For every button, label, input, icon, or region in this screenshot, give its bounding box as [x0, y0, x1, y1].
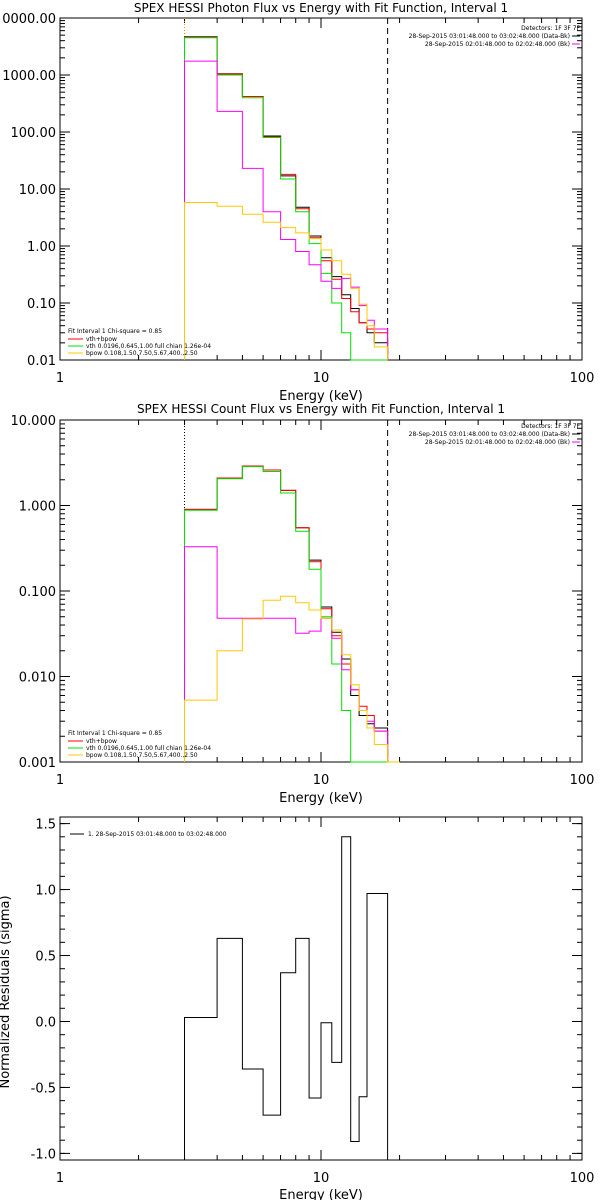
panel1-legend-bpow: bpow 0.108,1.50,7.50,5.67,400.,2.50	[86, 350, 198, 357]
panel2-legend-bk-interval: 28-Sep-2015 02:01:48.000 to 02:02:48.000…	[425, 439, 570, 446]
panel2-legend-fit-interval: Fit Interval 1 Chi-square = 0.85	[68, 730, 162, 737]
panel2-legend-bpow: bpow 0.108,1.50,7.50,5.67,400.,2.50	[86, 752, 198, 759]
series-bpow-line	[184, 202, 389, 360]
x-tick-label: 10	[313, 773, 330, 788]
panel1-legend-bk-interval: 28-Sep-2015 02:01:48.000 to 02:02:48.000…	[425, 41, 570, 48]
panel2-legend-total: vth+bpow	[86, 738, 117, 745]
panel1-legend-detectors: Detectors: 1F 3F 7F	[521, 25, 580, 32]
x-tick-label: 100	[570, 773, 595, 788]
panel3-legend-interval: 1. 28-Sep-2015 03:01:48.000 to 03:02:48.…	[88, 831, 227, 838]
y-tick-label: 1000.00	[2, 69, 56, 84]
y-tick-label: 0.5	[35, 950, 56, 965]
y-tick-label: 10.00	[19, 183, 56, 198]
y-tick-label: 0.010	[19, 671, 56, 686]
panel2-series	[184, 465, 400, 763]
x-tick-label: 100	[570, 371, 595, 386]
series-vth-line	[184, 466, 400, 763]
y-tick-label: 10.000	[11, 414, 57, 429]
panel2-legend-data-interval: 28-Sep-2015 03:01:48.000 to 03:02:48.000…	[409, 431, 570, 438]
series-background-line	[184, 60, 389, 360]
x-tick-label: 1	[56, 773, 64, 788]
y-tick-label: 1.0	[35, 884, 56, 899]
panel2-legend-vth: vth 0.0196,0.645,1.00 full chian 1.26e-0…	[86, 745, 211, 752]
x-tick-label: 10	[313, 1171, 330, 1186]
x-tick-label: 1	[56, 371, 64, 386]
panel1-legend-total: vth+bpow	[86, 336, 117, 343]
y-tick-label: 1.00	[27, 240, 56, 255]
panel1-legend-vth: vth 0.0196,0.645,1.00 full chian 1.26e-0…	[86, 343, 211, 350]
series-model_total-line	[184, 36, 389, 360]
y-tick-label: 0.100	[19, 585, 56, 600]
panel1-axes: 1 10 100 0.01 0.10 1.00 10.00 100.00 1000.00 0000…	[2, 12, 594, 386]
panel2-legend-bottom-left: Fit Interval 1 Chi-square = 0.85 vth+bpo…	[68, 730, 211, 759]
y-tick-label: 0.0	[35, 1015, 56, 1030]
x-tick-label: 10	[313, 371, 330, 386]
panel1-legend-top-right: Detectors: 1F 3F 7F 28-Sep-2015 03:01:48…	[409, 25, 581, 48]
y-tick-label: 1.000	[19, 500, 56, 515]
y-tick-label: 0.001	[19, 756, 56, 771]
panel2-legend-top-right: Detectors: 1F 3F 7F 28-Sep-2015 03:01:48…	[409, 423, 581, 446]
y-tick-label: 0000.00	[2, 12, 56, 27]
panel2-axes: 1 10 100 0.001 0.010 0.100 1.000 10.000	[11, 414, 595, 788]
y-tick-label: 1.5	[35, 818, 56, 833]
y-tick-label: 0.01	[27, 354, 56, 369]
panel3-series	[184, 836, 389, 1160]
x-tick-label: 100	[570, 1171, 595, 1186]
panel1-legend-bottom-left: Fit Interval 1 Chi-square = 0.85 vth+bpo…	[68, 328, 211, 357]
series-bpow-line	[184, 595, 400, 763]
y-tick-label: 0.10	[27, 297, 56, 312]
plot-frame	[59, 17, 583, 361]
panel3-axes: 1 10 100 -1.0 -0.5 0.0 0.5 1.0 1.5	[31, 816, 595, 1186]
residuals-panel: 1 10 100-1.0-0.50.00.51.01.5 Energy (keV) …	[0, 816, 595, 1200]
panel3-y-axis-label: Normalized Residuals (sigma)	[0, 895, 13, 1088]
plot-frame	[59, 816, 583, 1161]
series-data-line	[184, 836, 389, 1160]
panel1-title: SPEX HESSI Photon Flux vs Energy with Fi…	[134, 1, 508, 15]
x-tick-label: 1	[56, 1171, 64, 1186]
series-vth-line	[184, 37, 388, 361]
panel1-series	[184, 36, 389, 361]
y-tick-label: -0.5	[31, 1081, 56, 1096]
panel1-legend-data-interval: 28-Sep-2015 03:01:48.000 to 03:02:48.000…	[409, 33, 570, 40]
panel2-legend-detectors: Detectors: 1F 3F 7F	[521, 423, 580, 430]
count-flux-panel: SPEX HESSI Count Flux vs Energy with Fit…	[11, 402, 595, 806]
y-tick-label: 100.00	[11, 126, 57, 141]
panel2-title: SPEX HESSI Count Flux vs Energy with Fit…	[137, 402, 505, 416]
photon-flux-panel: SPEX HESSI Photon Flux vs Energy with Fi…	[2, 1, 594, 404]
y-tick-label: -1.0	[31, 1147, 56, 1162]
panel3-x-axis-label: Energy (keV)	[279, 1188, 363, 1200]
panel1-legend-fit-interval: Fit Interval 1 Chi-square = 0.85	[68, 328, 162, 335]
panel1-x-axis-label: Energy (keV)	[279, 389, 363, 404]
panel2-x-axis-label: Energy (keV)	[279, 791, 363, 806]
